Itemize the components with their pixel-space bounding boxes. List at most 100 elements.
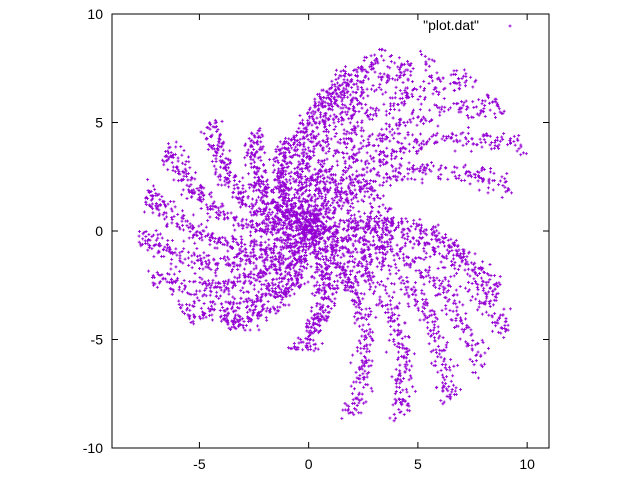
data-point xyxy=(455,271,459,275)
data-point xyxy=(205,137,209,141)
data-point xyxy=(358,381,362,385)
data-point xyxy=(350,254,354,258)
data-point xyxy=(485,283,489,287)
data-point xyxy=(361,144,365,148)
data-point xyxy=(352,196,356,200)
data-point xyxy=(484,140,488,144)
data-point xyxy=(449,136,453,140)
data-point xyxy=(424,60,428,64)
data-point xyxy=(208,289,212,293)
data-point xyxy=(294,270,298,274)
data-point xyxy=(386,65,390,69)
data-point xyxy=(224,263,228,267)
data-point xyxy=(255,296,259,300)
data-point xyxy=(393,262,397,266)
data-point xyxy=(462,101,466,105)
data-point xyxy=(487,96,491,100)
data-point xyxy=(283,154,287,158)
data-point xyxy=(283,239,287,243)
data-point xyxy=(357,324,361,328)
data-point xyxy=(252,247,256,251)
data-point xyxy=(274,290,278,294)
data-point xyxy=(491,289,495,293)
data-point xyxy=(199,306,203,310)
data-point xyxy=(215,263,219,267)
data-point xyxy=(317,158,321,162)
data-point xyxy=(480,102,484,106)
data-point xyxy=(496,103,500,107)
data-point xyxy=(253,242,257,246)
data-point xyxy=(316,191,320,195)
data-point xyxy=(294,134,298,138)
data-point xyxy=(489,167,493,171)
data-point xyxy=(369,87,373,91)
data-point xyxy=(306,112,310,116)
data-point xyxy=(353,188,357,192)
data-point xyxy=(276,201,280,205)
data-point xyxy=(393,397,397,401)
data-point xyxy=(418,108,422,112)
data-point xyxy=(201,314,205,318)
data-point xyxy=(327,149,331,153)
data-point xyxy=(394,122,398,126)
data-point xyxy=(308,114,312,118)
data-point xyxy=(346,201,350,205)
data-point xyxy=(301,135,305,139)
data-point xyxy=(269,213,273,217)
data-point xyxy=(400,230,404,234)
data-point xyxy=(457,176,461,180)
data-point xyxy=(470,115,474,119)
data-point xyxy=(218,236,222,240)
data-point xyxy=(202,302,206,306)
data-point xyxy=(440,308,444,312)
data-point xyxy=(356,65,360,69)
data-point xyxy=(264,316,268,320)
data-point xyxy=(254,304,258,308)
data-point xyxy=(206,207,210,211)
data-point xyxy=(500,135,504,139)
data-point xyxy=(420,309,424,313)
data-point xyxy=(249,270,253,274)
data-point xyxy=(477,305,481,309)
data-point xyxy=(316,204,320,208)
data-point xyxy=(486,280,490,284)
data-point xyxy=(352,104,356,108)
data-point xyxy=(384,127,388,131)
data-point xyxy=(438,252,442,256)
data-point xyxy=(391,116,395,120)
data-point xyxy=(260,304,264,308)
data-point xyxy=(475,143,479,147)
data-point xyxy=(175,224,179,228)
data-point xyxy=(306,133,310,137)
data-point xyxy=(296,148,300,152)
data-point xyxy=(411,246,415,250)
data-point xyxy=(221,280,225,284)
data-point xyxy=(513,143,517,147)
data-point xyxy=(338,138,342,142)
data-point xyxy=(394,91,398,95)
data-point xyxy=(279,236,283,240)
data-point xyxy=(327,142,331,146)
data-point xyxy=(257,166,261,170)
data-point xyxy=(421,163,425,167)
data-point xyxy=(321,139,325,143)
data-point xyxy=(366,383,370,387)
data-point xyxy=(439,172,443,176)
data-point xyxy=(259,309,263,313)
data-point xyxy=(352,302,356,306)
data-point xyxy=(147,190,151,194)
data-point xyxy=(406,177,410,181)
data-point xyxy=(390,375,394,379)
data-point xyxy=(266,281,270,285)
data-point xyxy=(263,240,267,244)
data-point xyxy=(258,279,262,283)
data-point xyxy=(196,197,200,201)
data-point xyxy=(187,188,191,192)
data-point xyxy=(446,238,450,242)
data-point xyxy=(456,268,460,272)
data-point xyxy=(393,306,397,310)
data-point xyxy=(288,227,292,231)
data-point xyxy=(239,289,243,293)
data-point xyxy=(472,363,476,367)
data-point xyxy=(286,282,290,286)
